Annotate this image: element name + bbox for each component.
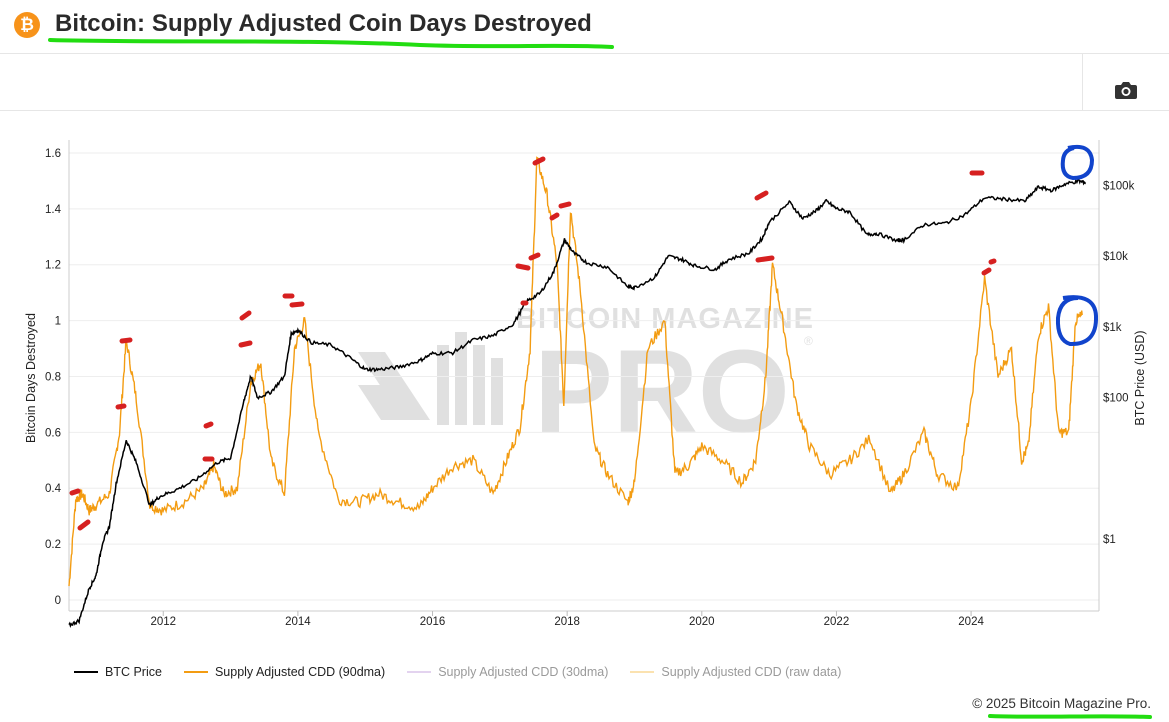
y-tick-label: 1.2 [45,260,61,272]
y-axis-left: 0 0.2 0.4 0.6 0.8 1 1.2 1.4 1.6 [45,148,62,607]
camera-icon[interactable] [1114,80,1138,100]
series-line-cdd-90dma [68,156,1083,587]
grid [69,152,1099,601]
legend-swatch-cdd-raw [630,671,655,673]
legend-swatch-cdd-30dma [407,671,432,673]
x-tick-label: 2022 [824,616,850,628]
y-axis-label: Bitcoin Days Destroyed [24,313,38,443]
x-tick-label: 2016 [420,616,446,628]
x-tick-label: 2024 [958,616,984,628]
x-tick-label: 2020 [689,616,715,628]
legend-swatch-cdd-90dma [183,671,208,673]
series-line-btc-price [68,178,1087,629]
y2-tick-label: $1 [1103,534,1116,546]
y-tick-label: 0.8 [45,371,61,383]
y2-tick-label: $100k [1103,180,1135,192]
y2-tick-label: $100 [1103,393,1129,405]
y-tick-label: 1.6 [45,148,61,160]
legend-label: Supply Adjusted CDD (30dma) [438,665,609,679]
chart-legend: BTC Price Supply Adjusted CDD (90dma) Su… [74,663,863,681]
blue-annotation-circles [1055,144,1099,347]
legend-item-cdd-30dma[interactable]: Supply Adjusted CDD (30dma) [407,665,608,679]
legend-label: BTC Price [105,665,162,679]
y-axis-right: $1 $100 $1k $10k $100k [1103,180,1135,546]
legend-item-cdd-90dma[interactable]: Supply Adjusted CDD (90dma) [183,665,386,679]
bitcoin-logo-icon: ₿ [14,12,40,38]
y-tick-label: 0 [55,595,61,607]
y-tick-label: 0.2 [45,539,61,551]
chart: BITCOIN MAGAZINE PRO ® 0 0.2 0.4 0.6 0.8 1 1.2… [24,140,1147,629]
y2-tick-label: $1k [1103,322,1122,334]
legend-swatch-btc-price [74,671,98,673]
toolbar-separator [1082,54,1083,110]
x-axis: 2012 2014 2016 2018 2020 2022 2024 [150,611,984,628]
y2-tick-label: $10k [1103,251,1128,263]
y2-axis-label: BTC Price (USD) [1133,330,1147,425]
x-tick-label: 2014 [285,616,311,628]
legend-label: Supply Adjusted CDD (90dma) [214,665,386,679]
y-tick-label: 0.4 [45,483,62,495]
legend-item-cdd-raw[interactable]: Supply Adjusted CDD (raw data) [630,665,841,679]
y-tick-label: 0.6 [45,427,61,439]
copyright-text: © 2025 Bitcoin Magazine Pro. [972,696,1151,711]
y-tick-label: 1 [55,316,61,328]
toolbar-divider [0,110,1169,111]
legend-label: Supply Adjusted CDD (raw data) [661,665,842,679]
header-divider [0,53,1169,54]
x-tick-label: 2018 [554,616,580,628]
watermark-line1: BITCOIN MAGAZINE [516,303,814,335]
legend-item-btc-price[interactable]: BTC Price [74,665,162,679]
watermark-line2: PRO [534,326,790,458]
watermark-registered: ® [804,334,813,348]
y-tick-label: 1.4 [45,204,62,216]
header: ₿ Bitcoin: Supply Adjusted Coin Days Des… [0,0,1169,52]
watermark-logo-bars-icon [358,332,503,425]
page-title: Bitcoin: Supply Adjusted Coin Days Destr… [55,10,592,37]
red-annotation-marks [69,156,997,531]
axes [68,140,1100,612]
x-tick-label: 2012 [150,616,176,628]
watermark: BITCOIN MAGAZINE PRO ® [358,303,814,458]
